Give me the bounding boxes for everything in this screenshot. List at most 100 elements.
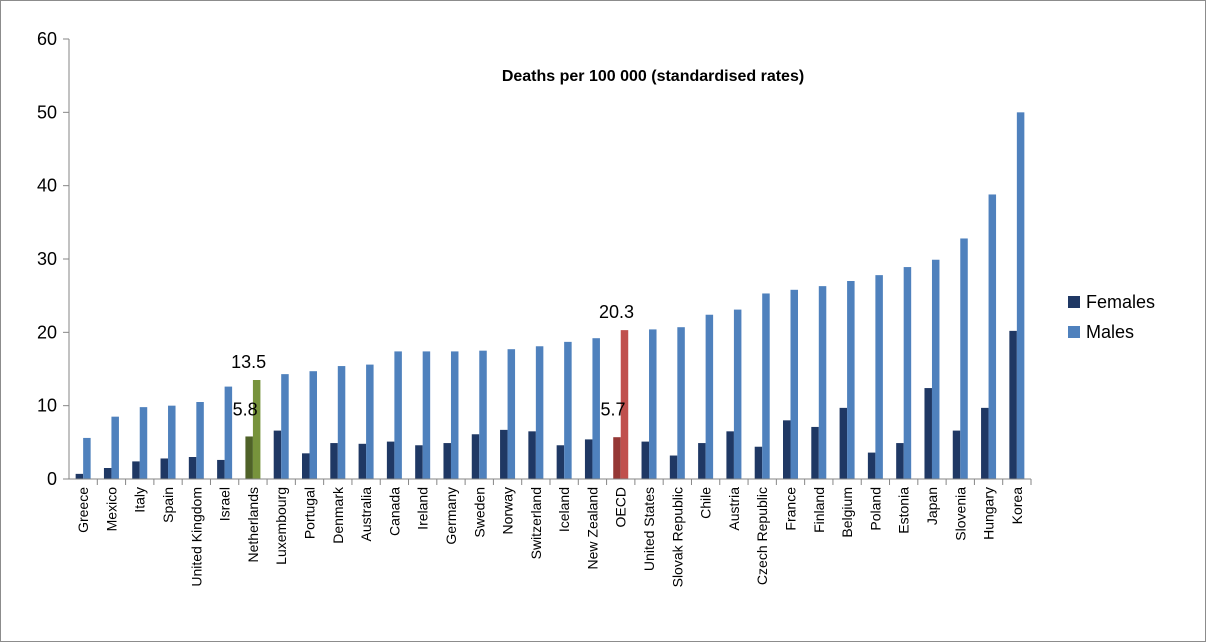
- bar-females: [867, 452, 876, 479]
- bar-females: [415, 445, 423, 479]
- x-tick-label: Italy: [132, 487, 148, 513]
- bar-females: [613, 437, 621, 479]
- annotations-group: 13.5 5.8 20.3 5.7: [231, 302, 634, 420]
- bar-females: [160, 458, 169, 479]
- x-tick-label: Portugal: [302, 487, 318, 539]
- x-tick-label: Japan: [924, 487, 940, 525]
- bar-females: [811, 426, 819, 479]
- bar-males: [479, 350, 487, 479]
- legend-label: Males: [1086, 322, 1134, 342]
- bar-females: [358, 443, 367, 479]
- y-tick-label: 50: [37, 102, 57, 122]
- bar-females: [217, 459, 225, 479]
- x-tick-label: Belgium: [839, 487, 855, 538]
- bar-males: [875, 275, 883, 479]
- data-label: 20.3: [599, 302, 634, 322]
- x-tick-label: United States: [641, 487, 657, 571]
- bar-males: [847, 281, 855, 479]
- x-tick-label: Israel: [217, 487, 233, 521]
- bar-males: [252, 380, 261, 479]
- legend-label: Females: [1086, 292, 1155, 312]
- bar-males: [337, 366, 346, 479]
- bar-females: [132, 461, 140, 479]
- x-tick-label: Luxembourg: [273, 487, 289, 565]
- y-tick-label: 60: [37, 29, 57, 49]
- x-tick-label: Chile: [698, 487, 714, 519]
- y-tick-label: 20: [37, 322, 57, 342]
- bar-males: [309, 371, 317, 479]
- x-tick-label: Greece: [75, 487, 91, 533]
- bar-males: [1016, 112, 1025, 479]
- bar-males: [620, 330, 629, 479]
- bar-females: [641, 441, 650, 479]
- x-tick-label: Slovak Republic: [669, 487, 685, 587]
- bar-males: [168, 405, 176, 479]
- bar-females: [981, 407, 989, 479]
- bar-females: [1009, 330, 1017, 479]
- bar-males: [818, 286, 827, 479]
- bars-group: [75, 112, 1025, 479]
- bar-males: [224, 386, 233, 479]
- y-tick-label: 0: [47, 469, 57, 489]
- bar-females: [754, 446, 763, 479]
- bar-females: [952, 430, 961, 479]
- bar-males: [196, 402, 204, 479]
- bar-females: [839, 407, 848, 479]
- legend-swatch: [1068, 326, 1080, 338]
- x-tick-label: Slovenia: [952, 487, 968, 541]
- x-tick-label: United Kingdom: [188, 487, 204, 587]
- data-label: 13.5: [231, 352, 266, 372]
- x-tick-label: Switzerland: [528, 487, 544, 559]
- x-tick-label: Czech Republic: [754, 487, 770, 585]
- x-tick-label: Ireland: [415, 487, 431, 530]
- bar-males: [903, 267, 912, 479]
- data-label: 5.8: [233, 400, 258, 420]
- bar-females: [669, 455, 678, 479]
- x-tick-label: Denmark: [330, 486, 346, 544]
- chart-title: Deaths per 100 000 (standardised rates): [502, 68, 804, 85]
- x-tick-label: Germany: [443, 487, 459, 545]
- x-tick-label: Austria: [726, 487, 742, 531]
- bar-females: [245, 436, 253, 479]
- x-tick-label: Finland: [811, 487, 827, 533]
- bar-females: [726, 431, 734, 479]
- bar-males: [83, 437, 91, 479]
- bar-females: [924, 388, 932, 479]
- y-tick-label: 30: [37, 249, 57, 269]
- bar-males: [988, 194, 997, 479]
- bar-females: [471, 434, 480, 479]
- bar-females: [330, 443, 338, 479]
- data-label: 5.7: [600, 400, 625, 420]
- bar-females: [528, 431, 536, 479]
- bar-males: [535, 346, 544, 479]
- bar-males: [960, 238, 968, 479]
- bar-females: [584, 439, 593, 479]
- bar-females: [896, 443, 904, 479]
- bar-females: [188, 457, 197, 479]
- bar-females: [273, 430, 282, 479]
- bar-males: [931, 259, 940, 479]
- bar-males: [281, 374, 289, 479]
- bar-females: [386, 441, 395, 479]
- bar-males: [762, 293, 770, 479]
- legend: Females Males: [1068, 292, 1155, 342]
- x-tick-label: Estonia: [896, 487, 912, 534]
- bar-females: [698, 443, 706, 479]
- bar-females: [302, 453, 310, 479]
- bar-males: [564, 341, 572, 479]
- x-tick-label: Australia: [358, 487, 374, 542]
- x-tick-label: Korea: [1009, 487, 1025, 525]
- bar-females: [783, 420, 791, 479]
- bar-males: [507, 349, 516, 479]
- x-tick-label: France: [783, 487, 799, 531]
- x-tick-label: Netherlands: [245, 487, 261, 563]
- y-tick-label: 10: [37, 396, 57, 416]
- bar-males: [733, 309, 742, 479]
- bar-females: [556, 445, 565, 479]
- x-tick-label: Iceland: [556, 487, 572, 532]
- x-tick-label: Norway: [500, 487, 516, 534]
- bar-males: [139, 407, 148, 479]
- x-tick-label: New Zealand: [584, 487, 600, 570]
- bar-males: [592, 338, 600, 479]
